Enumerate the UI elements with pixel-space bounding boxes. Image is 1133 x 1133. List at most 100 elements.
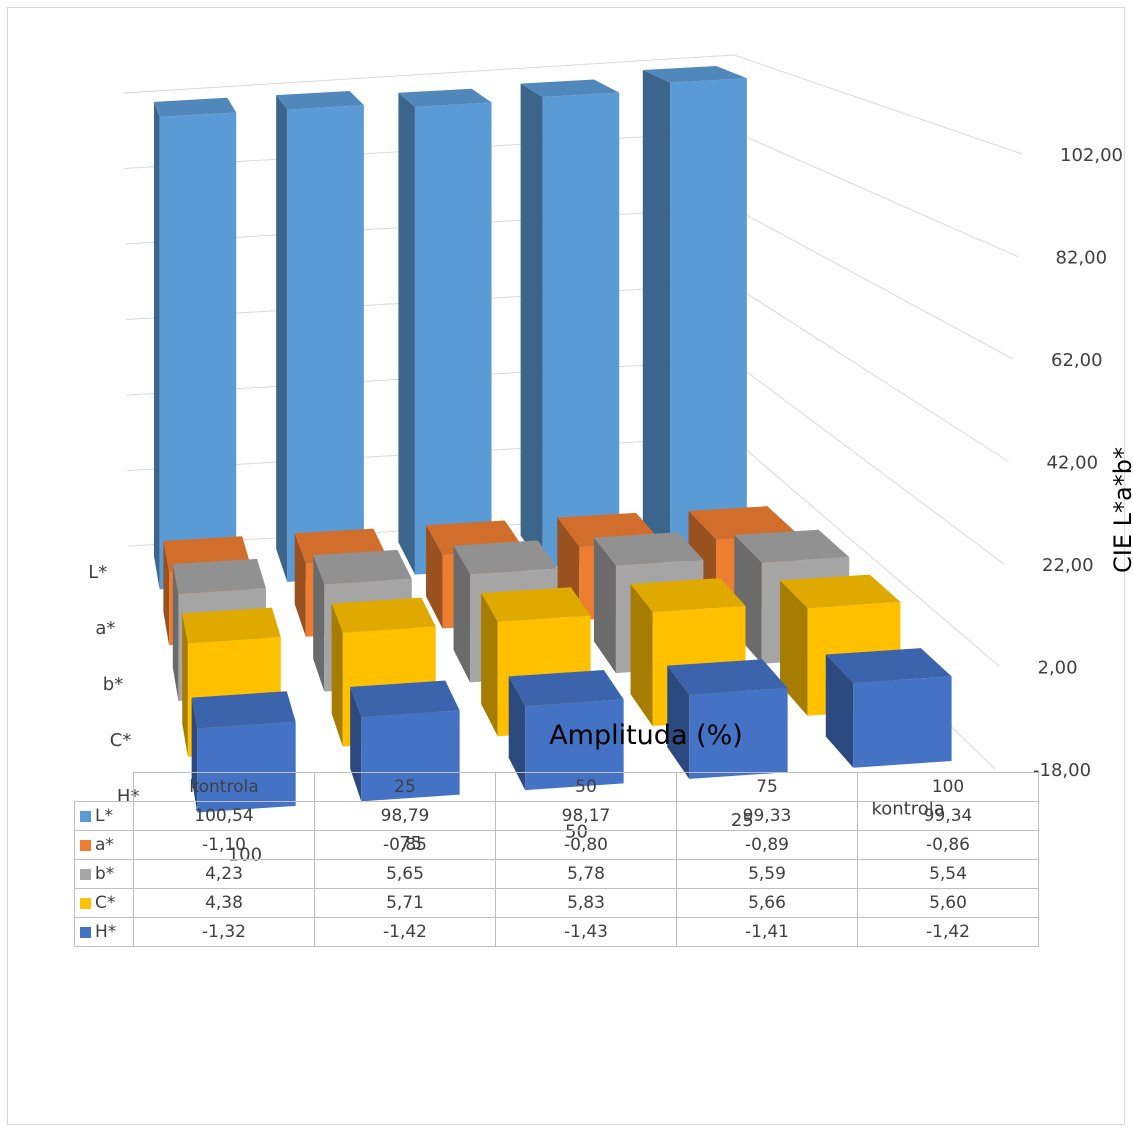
data-table-cell: 5,60 bbox=[857, 888, 1039, 918]
bar-top bbox=[593, 532, 704, 566]
legend-label: C* bbox=[95, 893, 116, 913]
legend-key bbox=[80, 898, 91, 909]
bar-side bbox=[163, 540, 170, 646]
y-tick-label: 22,00 bbox=[1042, 555, 1094, 576]
bar-side bbox=[481, 593, 498, 737]
data-table-cell: 5,83 bbox=[495, 888, 677, 918]
bar-L*-100 bbox=[153, 97, 237, 590]
data-table-cell: -1,41 bbox=[676, 917, 858, 947]
data-table-cell: 98,79 bbox=[314, 801, 496, 831]
bar-side bbox=[630, 583, 653, 727]
bar-side bbox=[172, 564, 179, 701]
bar-H*-50 bbox=[508, 669, 624, 791]
chart-frame bbox=[7, 7, 1125, 1125]
bar-top bbox=[825, 648, 952, 684]
bar-front bbox=[525, 699, 624, 791]
series-axis-label: L* bbox=[88, 562, 107, 583]
bar-top bbox=[734, 529, 850, 563]
legend-label: b* bbox=[95, 864, 115, 884]
legend-key bbox=[80, 840, 91, 851]
bar-top bbox=[688, 506, 799, 540]
data-table-row-label: C* bbox=[74, 888, 134, 918]
bar-side bbox=[294, 533, 306, 637]
data-table-header: kontrola 25 50 75 100 bbox=[74, 772, 1039, 802]
bar-front bbox=[414, 102, 492, 575]
legend-label: L* bbox=[95, 806, 113, 826]
bar-side bbox=[508, 676, 526, 791]
series-axis-label: C* bbox=[110, 730, 132, 751]
data-table-row: L* 100,54 98,79 98,17 99,33 99,34 bbox=[74, 801, 1039, 831]
legend-label: a* bbox=[95, 835, 114, 855]
x-axis-title: Amplituda (%) bbox=[549, 720, 743, 751]
legend-key bbox=[80, 927, 91, 938]
data-table-cell: 99,34 bbox=[857, 801, 1039, 831]
bar-top bbox=[508, 669, 624, 707]
data-table-cell: -0,80 bbox=[495, 830, 677, 860]
bar-side bbox=[313, 555, 325, 692]
bar-front bbox=[689, 688, 788, 779]
bar-top bbox=[172, 558, 266, 594]
data-table-cell: 4,23 bbox=[133, 859, 315, 889]
y-tick-label: 62,00 bbox=[1051, 350, 1103, 371]
bar-L*-kontrola bbox=[642, 65, 747, 560]
bar-L*-50 bbox=[398, 88, 492, 575]
bar-side bbox=[276, 95, 288, 582]
y-tick-label: 2,00 bbox=[1038, 658, 1078, 679]
data-table-cell: 5,78 bbox=[495, 859, 677, 889]
bar-top bbox=[191, 691, 296, 729]
bar-front bbox=[853, 676, 952, 768]
bar-top bbox=[153, 97, 237, 117]
y-tick-label: -18,00 bbox=[1033, 760, 1091, 781]
bar-top bbox=[667, 659, 788, 695]
legend-key bbox=[80, 811, 91, 822]
y-tick-label: 42,00 bbox=[1047, 453, 1099, 474]
data-table-cell: -1,42 bbox=[857, 917, 1039, 947]
bar-top bbox=[276, 91, 364, 110]
bar-side bbox=[825, 654, 854, 768]
data-table-column-header: 25 bbox=[314, 772, 496, 802]
data-table-cell: 99,33 bbox=[676, 801, 858, 831]
bar-front bbox=[287, 105, 364, 582]
bar-top bbox=[313, 549, 412, 585]
bar-H*-kontrola bbox=[825, 648, 952, 768]
bar-top bbox=[350, 680, 460, 718]
data-table-cell: -0,89 bbox=[676, 830, 858, 860]
bar-L*-25 bbox=[520, 79, 620, 568]
bar-top bbox=[520, 79, 620, 98]
data-table-column-header: kontrola bbox=[133, 772, 315, 802]
bar-top bbox=[642, 65, 747, 83]
data-table-cell: 5,65 bbox=[314, 859, 496, 889]
bar-front bbox=[159, 112, 237, 590]
bar-side bbox=[425, 525, 443, 629]
y-tick-label: 82,00 bbox=[1056, 248, 1108, 269]
data-table-cell: 5,66 bbox=[676, 888, 858, 918]
data-table-row: a* -1,10 -0,85 -0,80 -0,89 -0,86 bbox=[74, 830, 1039, 860]
bar-side bbox=[642, 70, 671, 560]
data-table-cell: 100,54 bbox=[133, 801, 315, 831]
bar-top bbox=[453, 540, 558, 575]
data-table-row-label: b* bbox=[74, 859, 134, 889]
data-table-column-header: 100 bbox=[857, 772, 1039, 802]
data-table-cell: 5,54 bbox=[857, 859, 1039, 889]
data-table-row: b* 4,23 5,65 5,78 5,59 5,54 bbox=[74, 859, 1039, 889]
data-table-row-label: a* bbox=[74, 830, 134, 860]
bar-side bbox=[398, 92, 415, 575]
data-table-cell: 5,71 bbox=[314, 888, 496, 918]
legend-label: H* bbox=[95, 922, 117, 942]
data-table: kontrola 25 50 75 100 L* 100,54 98,79 98,17 99,3… bbox=[74, 772, 1039, 947]
data-table-cell: -0,85 bbox=[314, 830, 496, 860]
data-table-cell: -0,86 bbox=[857, 830, 1039, 860]
data-table-corner bbox=[74, 772, 134, 802]
data-table-cell: -1,42 bbox=[314, 917, 496, 947]
bar-side bbox=[331, 603, 343, 747]
y-axis-title: CIE L*a*b* bbox=[1109, 447, 1133, 573]
bar-top bbox=[331, 597, 436, 633]
bar-top bbox=[182, 607, 281, 644]
bars bbox=[153, 65, 952, 813]
data-table-cell: 5,59 bbox=[676, 859, 858, 889]
bar-side bbox=[453, 545, 471, 683]
bar-side bbox=[593, 537, 616, 674]
bar-top bbox=[481, 587, 591, 622]
bar-top bbox=[630, 578, 746, 612]
